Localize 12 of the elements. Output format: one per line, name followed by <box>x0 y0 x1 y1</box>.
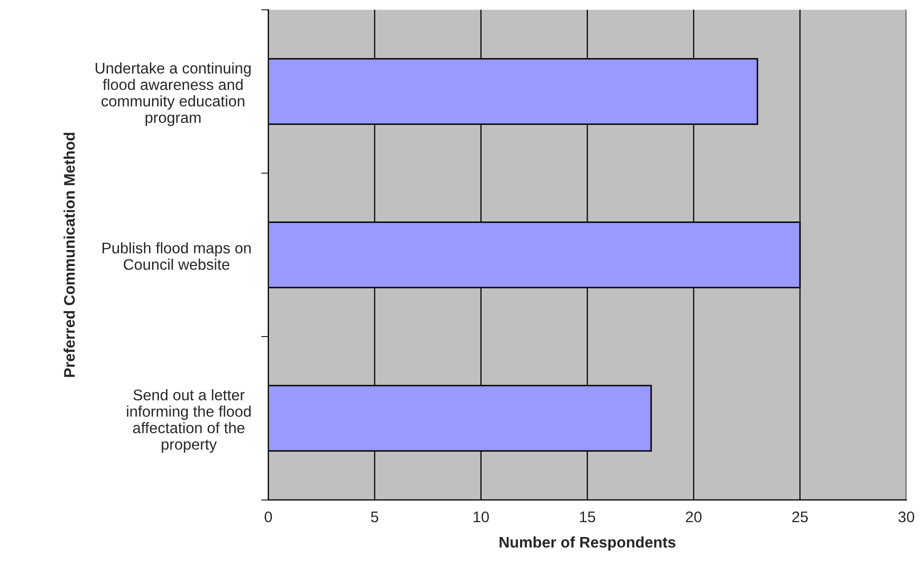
x-tick-label: 15 <box>580 512 596 522</box>
y-tick-label: Undertake a continuing flood awareness and community education program <box>96 62 251 126</box>
x-tick-label: 25 <box>792 511 808 522</box>
x-tick-label: 30 <box>898 511 914 522</box>
y-tick-label: Send out a letter informing the flood affectation of the property <box>126 389 251 453</box>
x-tick-label: 5 <box>371 512 378 522</box>
x-axis-title: Number of Respondents <box>500 536 676 551</box>
y-tick-label: Publish flood maps on Council website <box>102 242 251 270</box>
y-axis-title: Preferred Communication Method <box>64 132 75 377</box>
x-tick-label: 20 <box>686 511 702 522</box>
x-tick-label: 10 <box>474 511 489 522</box>
x-tick-label: 0 <box>264 511 272 522</box>
